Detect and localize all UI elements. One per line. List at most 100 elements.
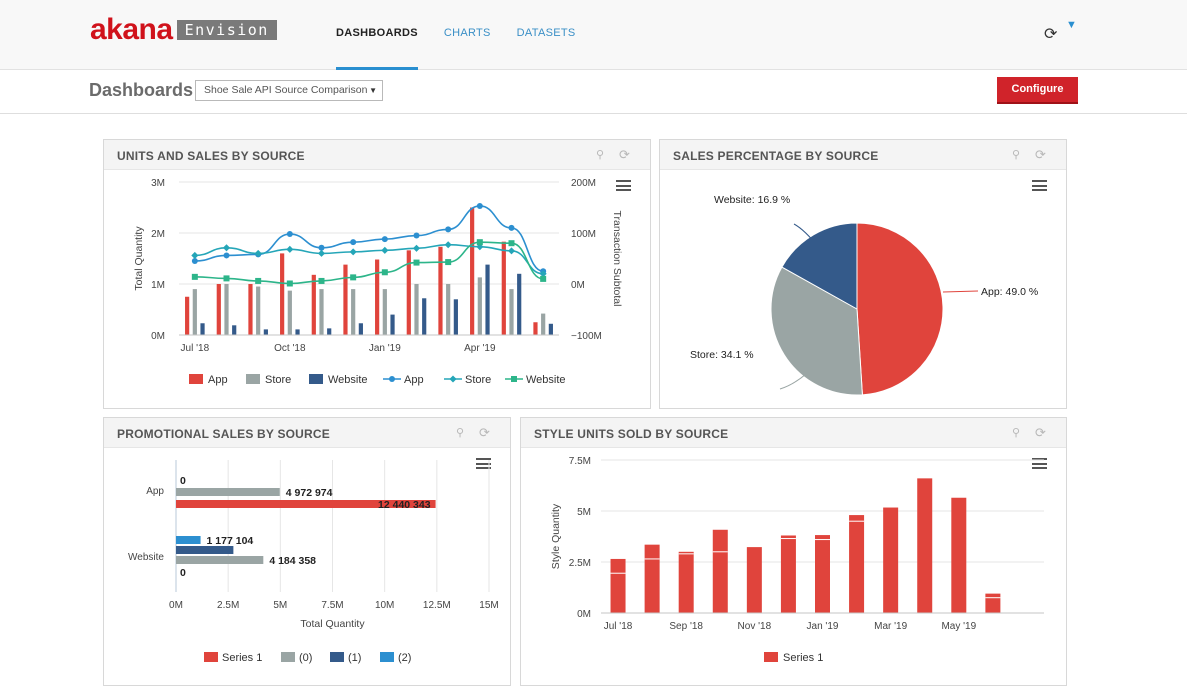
y2-tick-label: 200M (571, 178, 596, 189)
point-website (255, 278, 261, 284)
bar-style-units (747, 547, 762, 613)
bar-website (232, 325, 236, 335)
nav-charts[interactable]: CHARTS (444, 0, 491, 70)
legend-label: Store (265, 374, 291, 386)
point-app (287, 231, 293, 237)
point-store (286, 246, 293, 253)
point-app (382, 236, 388, 242)
bar-style-units (849, 515, 864, 613)
bar-website (359, 323, 363, 335)
panel-style-units: STYLE UNITS SOLD BY SOURCE ⚲ ⟳ 0M 2.5M 5M 7… (520, 417, 1067, 686)
point-store (318, 250, 325, 257)
x-tick-label: 0M (169, 600, 183, 611)
bar-value-label: 4 972 974 (286, 487, 333, 499)
refresh-icon[interactable]: ⟳ (1035, 425, 1046, 441)
bar-app (470, 208, 474, 336)
point-app (350, 239, 356, 245)
bar-store (446, 284, 450, 335)
chevron-down-icon[interactable]: ▼ (1066, 19, 1077, 31)
legend-label: (0) (299, 652, 312, 664)
search-icon[interactable]: ⚲ (596, 148, 604, 161)
bar-store (414, 284, 418, 335)
panel-header: SALES PERCENTAGE BY SOURCE ⚲ ⟳ (660, 140, 1066, 170)
point-website (445, 259, 451, 265)
logo-product: Envision (177, 20, 277, 40)
units-sales-chart: 0M 1M 2M 3M −100M 0M 100M 200M Total Quantity Tra… (104, 170, 650, 408)
legend-label: Website (328, 374, 368, 386)
refresh-icon[interactable]: ⟳ (1035, 147, 1046, 163)
point-store (350, 248, 357, 255)
bar-value-label: 0 (180, 475, 186, 487)
configure-button[interactable]: Configure (997, 77, 1078, 104)
bar-app (343, 265, 347, 335)
legend-marker (449, 375, 456, 382)
refresh-icon[interactable]: ⟳ (619, 147, 630, 163)
bar-store (319, 289, 323, 335)
point-store (413, 245, 420, 252)
top-bar: akana Envision DASHBOARDS CHARTS DATASET… (0, 0, 1187, 70)
x-tick-label: May '19 (941, 621, 976, 632)
promotional-sales-chart: 0M 2.5M 5M 7.5M 10M 12.5M 15M Total Quantity App… (104, 448, 510, 685)
point-store (223, 244, 230, 251)
akana-logo[interactable]: akana Envision (90, 16, 277, 44)
bar-app (533, 322, 537, 335)
nav-dashboards[interactable]: DASHBOARDS (336, 0, 418, 70)
bar-store (383, 289, 387, 335)
bar-website (264, 329, 268, 335)
search-icon[interactable]: ⚲ (1012, 148, 1020, 161)
bar-style-units (781, 535, 796, 613)
refresh-icon[interactable]: ⟳ (479, 425, 490, 441)
search-icon[interactable]: ⚲ (1012, 426, 1020, 439)
legend-label: App (208, 374, 228, 386)
x-tick-label: 10M (375, 600, 394, 611)
point-website (192, 274, 198, 280)
category-label-website: Website (128, 552, 164, 563)
legend-label: (1) (348, 652, 361, 664)
bar-store (478, 277, 482, 335)
dashboard-select[interactable]: Shoe Sale API Source Comparison ▼ (195, 80, 383, 101)
bar-style-units (917, 478, 932, 613)
x-tick-label: Sep '18 (669, 621, 703, 632)
panel-units-sales: UNITS AND SALES BY SOURCE ⚲ ⟳ 0M 1M 2M 3M −1… (103, 139, 651, 409)
bar-store (224, 284, 228, 335)
y-tick-label: 1M (151, 280, 165, 291)
legend-swatch (309, 374, 323, 384)
panel-header: UNITS AND SALES BY SOURCE ⚲ ⟳ (104, 140, 650, 170)
x-tick-label: Apr '19 (464, 343, 496, 354)
bar-style-units (611, 559, 626, 613)
pie-slice-app (857, 223, 943, 395)
x-tick-label: 15M (479, 600, 498, 611)
x-tick-label: 12.5M (423, 600, 451, 611)
point-website (287, 280, 293, 286)
sales-percentage-pie: App: 49.0 %Store: 34.1 %Website: 16.9 % (660, 170, 1066, 408)
bar-value-label: 0 (180, 567, 186, 579)
legend-swatch (764, 652, 778, 662)
bar-app (176, 488, 280, 496)
nav-datasets[interactable]: DATASETS (517, 0, 576, 70)
point-website (350, 274, 356, 280)
bar-style-units (679, 552, 694, 613)
bar-website (295, 329, 299, 335)
y2-axis-title: Transaction Subtotal (611, 211, 623, 307)
y-tick-label: 5M (577, 507, 591, 518)
bar-value-label: 12 440 343 (378, 499, 431, 511)
y2-tick-label: 0M (571, 280, 585, 291)
refresh-icon[interactable]: ⟳ (1044, 24, 1057, 44)
pie-label-app: App: 49.0 % (981, 286, 1038, 298)
y-axis-title: Total Quantity (133, 226, 145, 291)
legend-swatch (380, 652, 394, 662)
point-website (382, 269, 388, 275)
bar-website (176, 536, 201, 544)
point-website (224, 275, 230, 281)
x-tick-label: Nov '18 (738, 621, 772, 632)
bar-website (517, 274, 521, 335)
search-icon[interactable]: ⚲ (456, 426, 464, 439)
line-app (195, 206, 543, 271)
bar-app (280, 253, 284, 335)
bar-website (176, 546, 233, 554)
point-website (477, 239, 483, 245)
bar-website (200, 323, 204, 335)
bar-store (193, 289, 197, 335)
bar-style-units (713, 530, 728, 613)
logo-word: akana (90, 16, 173, 44)
